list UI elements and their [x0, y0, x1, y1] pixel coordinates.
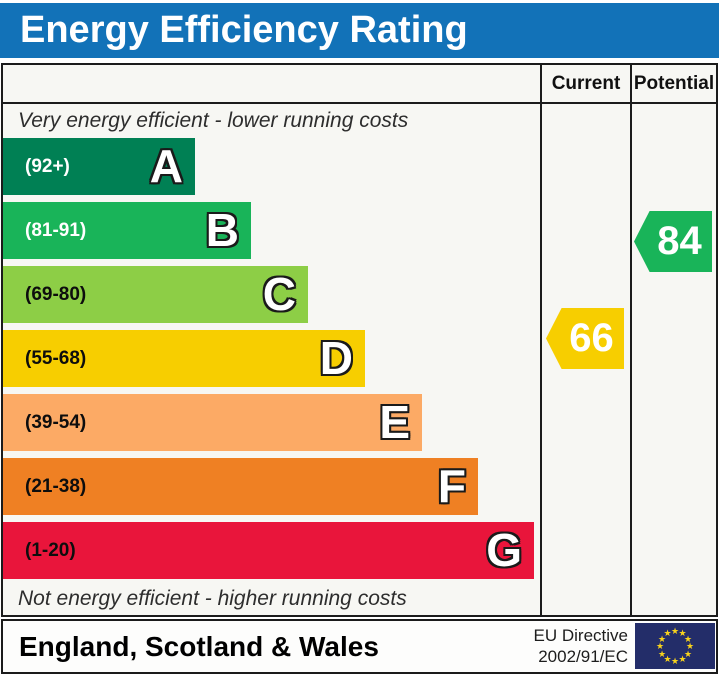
eu-directive-line2: 2002/91/EC [538, 647, 628, 666]
band-range-label-d: (55-68) [25, 348, 87, 369]
eu-flag-star: ★ [683, 648, 693, 659]
band-letter-f: F [437, 460, 466, 512]
band-letter-d: D [319, 332, 353, 384]
band-letter-c: C [262, 268, 296, 320]
rating-table: Current Potential Very energy efficient … [1, 63, 718, 617]
band-range-label-b: (81-91) [25, 220, 87, 241]
band-range-label-g: (1-20) [25, 540, 76, 561]
eu-flag-star: ★ [683, 633, 693, 644]
note-very-efficient: Very energy efficient - lower running co… [18, 109, 409, 132]
eu-flag-star: ★ [670, 626, 680, 636]
eu-flag-star: ★ [663, 628, 672, 638]
band-row-g: (1-20) G [3, 522, 534, 579]
header-divider [3, 102, 716, 104]
eu-flag-star: ★ [685, 641, 695, 651]
band-row-c: (69-80) C [3, 266, 308, 323]
eu-flag-star: ★ [678, 653, 687, 664]
eu-flag-star: ★ [657, 633, 667, 644]
eu-flag-star: ★ [670, 656, 680, 666]
band-row-f: (21-38) F [3, 458, 478, 515]
current-rating-marker: 66 [546, 308, 624, 369]
band-letter-e: E [379, 396, 410, 448]
band-letter-g: G [486, 524, 522, 576]
chart-title: Energy Efficiency Rating [0, 3, 719, 58]
eu-directive-line1: EU Directive [533, 626, 628, 645]
footer: England, Scotland & Wales EU Directive 2… [1, 619, 718, 674]
column-divider-current [540, 65, 542, 615]
column-header-potential: Potential [633, 73, 715, 94]
band-row-d: (55-68) D [3, 330, 365, 387]
eu-flag-star: ★ [657, 648, 667, 659]
band-range-label-c: (69-80) [25, 284, 87, 305]
eu-directive-label: EU Directive 2002/91/EC [534, 625, 628, 667]
band-row-a: (92+) A [3, 138, 195, 195]
band-letter-b: B [205, 204, 239, 256]
eu-flag-star: ★ [655, 641, 665, 651]
region-label: England, Scotland & Wales [19, 631, 379, 662]
eu-flag-star: ★ [663, 653, 672, 664]
band-row-b: (81-91) B [3, 202, 251, 259]
band-row-e: (39-54) E [3, 394, 422, 451]
band-range-label-a: (92+) [25, 156, 70, 177]
band-range-label-f: (21-38) [25, 476, 87, 497]
band-range-label-e: (39-54) [25, 412, 87, 433]
potential-rating-marker: 84 [634, 211, 712, 272]
eu-flag-icon: ★ ★ ★ ★ ★ ★ ★ ★ ★ ★ ★ ★ [635, 623, 715, 669]
eu-flag-star: ★ [678, 628, 687, 638]
note-not-efficient: Not energy efficient - higher running co… [18, 587, 407, 610]
column-divider-potential [630, 65, 632, 615]
column-header-current: Current [551, 73, 621, 94]
band-letter-a: A [149, 140, 183, 192]
